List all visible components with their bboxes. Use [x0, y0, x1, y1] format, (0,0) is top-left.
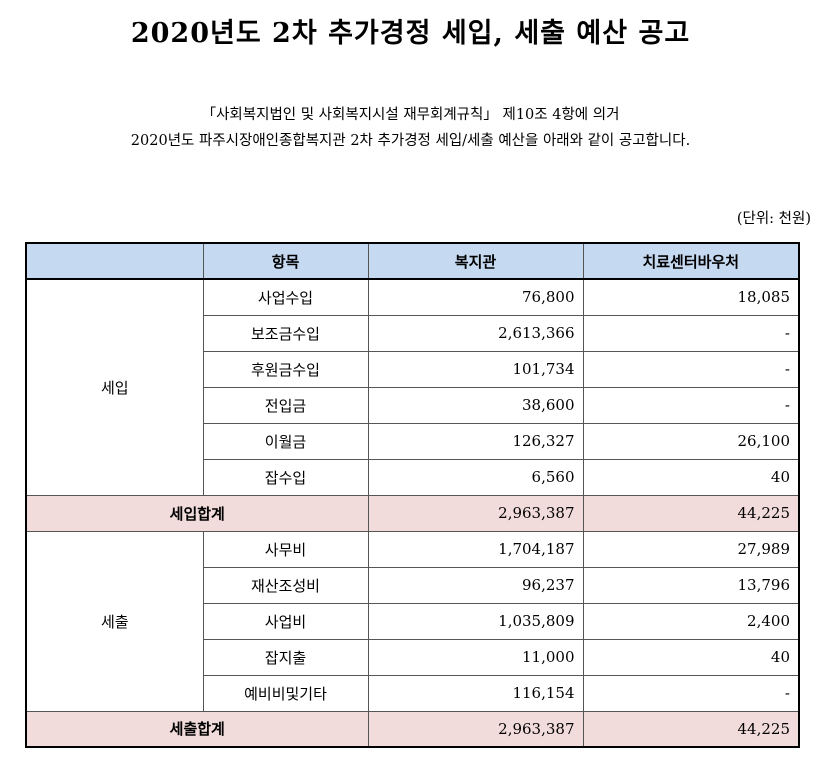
table-row: 사업비 1,035,809 2,400 [26, 602, 800, 640]
row-welfare-value: 96,237 [367, 566, 584, 604]
row-item: 후원금수입 [202, 350, 369, 388]
header-item: 항목 [202, 242, 369, 280]
table-row: 전입금 38,600 - [26, 386, 800, 424]
row-item: 이월금 [202, 422, 369, 460]
row-welfare-value: 1,035,809 [367, 602, 584, 640]
row-item: 전입금 [202, 386, 369, 424]
intro-text: 「사회복지법인 및 사회복지시설 재무회계규칙」 제10조 4항에 의거 202… [0, 102, 821, 154]
row-voucher-value: 40 [582, 638, 800, 676]
row-item: 보조금수입 [202, 314, 369, 352]
table-row: 세입 사업수입 76,800 18,085 [25, 278, 800, 496]
table-row: 잡수입 6,560 40 [26, 458, 800, 496]
table-row: 잡지출 11,000 40 [26, 638, 800, 676]
expense-total-row: 세출합계 2,963,387 44,225 [25, 710, 800, 748]
row-welfare-value: 76,800 [367, 278, 584, 316]
row-voucher-value: 26,100 [582, 422, 800, 460]
table-row: 이월금 126,327 26,100 [26, 422, 800, 460]
header-blank [25, 242, 204, 280]
revenue-total-label: 세입합계 [25, 494, 369, 532]
row-welfare-value: 116,154 [367, 674, 584, 712]
row-voucher-value: 2,400 [582, 602, 800, 640]
row-voucher-value: - [582, 314, 800, 352]
header-voucher: 치료센터바우처 [582, 242, 800, 280]
row-welfare-value: 101,734 [367, 350, 584, 388]
revenue-total-welfare: 2,963,387 [367, 494, 584, 532]
table-row: 재산조성비 96,237 13,796 [26, 566, 800, 604]
row-voucher-value: 27,989 [582, 530, 800, 568]
row-voucher-value: - [582, 386, 800, 424]
budget-table: 항목 복지관 치료센터바우처 세입 사업수입 76,800 18,085 보조금… [25, 242, 800, 748]
expense-total-label: 세출합계 [25, 710, 369, 748]
intro-line-1: 「사회복지법인 및 사회복지시설 재무회계규칙」 제10조 4항에 의거 [201, 107, 620, 123]
expense-total-welfare: 2,963,387 [367, 710, 584, 748]
row-item: 사무비 [202, 530, 369, 568]
table-header-row: 항목 복지관 치료센터바우처 [25, 242, 800, 280]
row-voucher-value: 18,085 [582, 278, 800, 316]
row-item: 사업수입 [202, 278, 369, 316]
revenue-total-row: 세입합계 2,963,387 44,225 [25, 494, 800, 532]
row-welfare-value: 126,327 [367, 422, 584, 460]
row-welfare-value: 2,613,366 [367, 314, 584, 352]
unit-label: (단위: 천원) [736, 211, 811, 227]
revenue-total-voucher: 44,225 [582, 494, 800, 532]
row-item: 재산조성비 [202, 566, 369, 604]
page-title: 2020년도 2차 추가경정 세입, 세출 예산 공고 [130, 18, 691, 49]
row-voucher-value: - [582, 350, 800, 388]
revenue-group-label: 세입 [25, 278, 204, 496]
row-item: 잡지출 [202, 638, 369, 676]
row-item: 사업비 [202, 602, 369, 640]
intro-line-2: 2020년도 파주시장애인종합복지관 2차 추가경정 세입/세출 예산을 아래와… [130, 133, 691, 149]
table-row: 세출 사무비 1,704,187 27,989 [25, 530, 800, 712]
row-welfare-value: 11,000 [367, 638, 584, 676]
row-voucher-value: 13,796 [582, 566, 800, 604]
row-item: 예비비및기타 [202, 674, 369, 712]
row-welfare-value: 1,704,187 [367, 530, 584, 568]
row-item: 잡수입 [202, 458, 369, 496]
row-voucher-value: - [582, 674, 800, 712]
header-welfare: 복지관 [367, 242, 584, 280]
row-welfare-value: 6,560 [367, 458, 584, 496]
table-row: 보조금수입 2,613,366 - [26, 314, 800, 352]
row-voucher-value: 40 [582, 458, 800, 496]
expense-total-voucher: 44,225 [582, 710, 800, 748]
expense-group-label: 세출 [25, 530, 204, 712]
row-welfare-value: 38,600 [367, 386, 584, 424]
